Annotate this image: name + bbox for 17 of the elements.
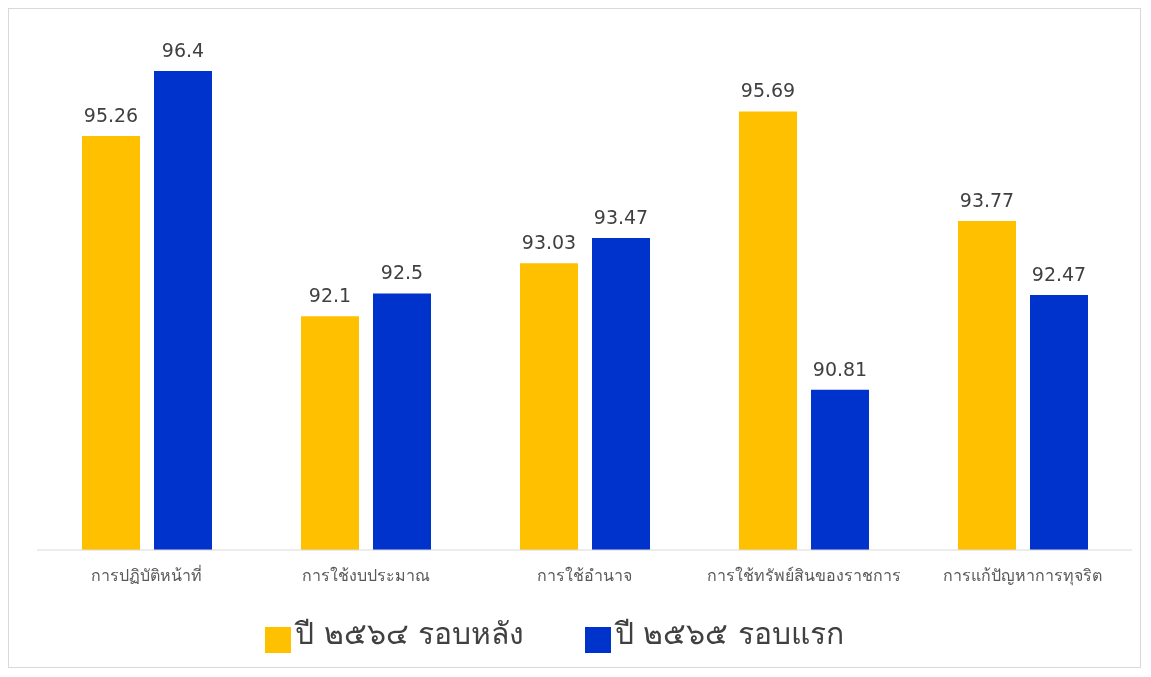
data-label: 90.81 bbox=[812, 357, 868, 380]
data-label: 92.5 bbox=[380, 261, 424, 284]
x-tick-label: การใช้อำนาจ bbox=[537, 566, 632, 586]
data-label: 95.26 bbox=[83, 104, 139, 127]
data-label: 96.4 bbox=[161, 39, 205, 61]
data-label: 92.1 bbox=[308, 284, 352, 307]
x-tick-label: การปฏิบัติหน้าที่ bbox=[91, 564, 202, 586]
legend-label: ปี ๒๕๖๕ รอบแรก bbox=[614, 616, 844, 651]
data-label: 93.03 bbox=[521, 231, 577, 254]
x-tick-label: การใช้ทรัพย์สินของราชการ bbox=[706, 566, 901, 586]
legend-label: ปี ๒๕๖๔ รอบหลัง bbox=[295, 616, 525, 651]
data-label: 95.69 bbox=[740, 79, 796, 102]
data-label: 93.47 bbox=[593, 206, 649, 229]
data-label: 93.77 bbox=[959, 188, 1015, 211]
x-tick-label: การใช้งบประมาณ bbox=[301, 566, 430, 586]
data-label: 92.47 bbox=[1031, 263, 1087, 286]
x-tick-label: การแก้ปัญหาการทุจริต bbox=[943, 566, 1102, 587]
